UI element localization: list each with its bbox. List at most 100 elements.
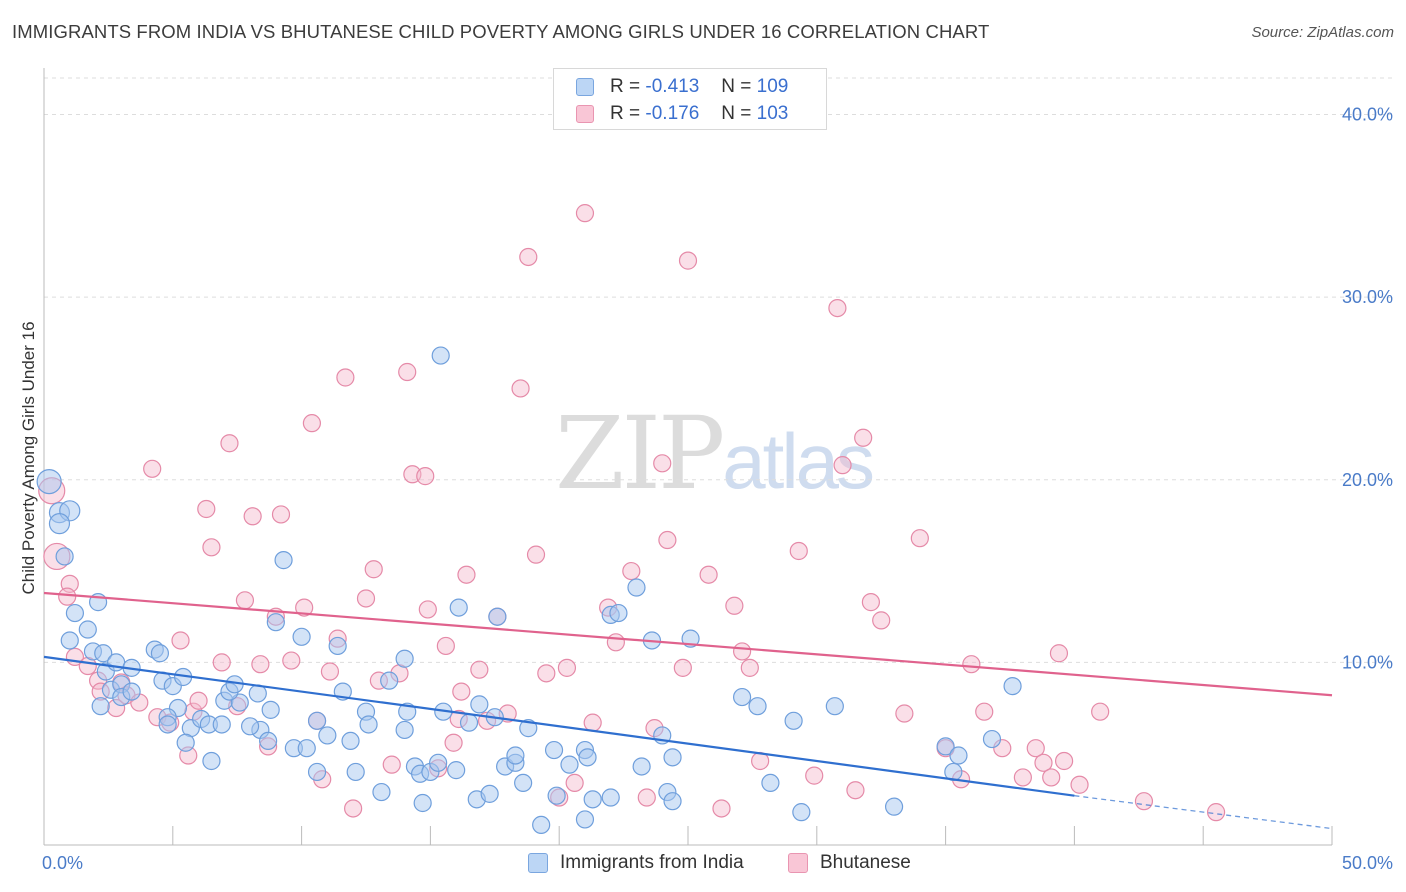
bhutanese-point (833, 456, 852, 475)
bhutanese-point (575, 204, 595, 223)
india-point (480, 784, 499, 803)
india-point (514, 773, 533, 793)
bhutanese-point (1070, 775, 1089, 794)
india-point (578, 748, 597, 767)
bhutanese-point (606, 633, 625, 652)
bhutanese-point (565, 773, 584, 793)
bhutanese-point (143, 459, 162, 478)
india-point (884, 797, 904, 816)
bhutanese-point (344, 799, 363, 818)
legend-row-bhutan: R = -0.176 N = 103 (554, 101, 788, 127)
india-point (601, 788, 620, 807)
india-point (532, 815, 551, 835)
bhutanese-point (197, 499, 216, 519)
tick-labels: 10.0% 20.0% 30.0% 40.0% 0.0% 50.0% (42, 105, 1393, 873)
india-point (307, 762, 327, 782)
india-point (91, 697, 110, 716)
bhutanese-point (895, 704, 914, 723)
india-point (431, 346, 450, 365)
india-point (65, 603, 85, 623)
bhutanese-point (452, 682, 471, 701)
india-point (158, 715, 177, 734)
india-point (470, 695, 489, 714)
india-point (328, 636, 347, 656)
india-point (274, 551, 293, 570)
bottom-legend-label-bhutan: Bhutanese (820, 852, 911, 873)
india-point (380, 671, 399, 690)
india-point (519, 719, 538, 738)
india-point (341, 731, 360, 751)
india-point (936, 737, 955, 756)
bhutanese-point (1049, 644, 1069, 663)
india-point (346, 762, 365, 782)
bhutanese-point (1091, 702, 1110, 721)
bhutanese-point (637, 788, 656, 807)
india-trend-extension (1074, 795, 1333, 830)
india-point (78, 620, 97, 639)
bhutanese-point (557, 658, 577, 677)
india-point (413, 793, 432, 813)
bottom-legend-label-india: Immigrants from India (560, 852, 744, 873)
bhutanese-point (699, 565, 718, 584)
bhutanese-point (740, 658, 759, 677)
india-point (297, 739, 316, 758)
bhutanese-point (382, 755, 401, 774)
bhutanese-point (583, 713, 602, 732)
india-point (429, 753, 448, 772)
india-point (259, 731, 278, 751)
bhutanese-point (320, 662, 340, 681)
bhutanese-point (470, 660, 489, 679)
bhutanese-point (171, 631, 190, 650)
x-tick-label-min: 0.0% (42, 853, 83, 873)
india-point (447, 761, 466, 780)
india-point (1003, 677, 1022, 696)
india-point (663, 792, 682, 811)
legend-n-value-india: 109 (756, 76, 789, 97)
bhutanese-point (356, 589, 376, 608)
india-point (395, 649, 414, 668)
bhutanese-point (302, 414, 322, 433)
grid-lines (44, 77, 1395, 663)
axes (43, 68, 1333, 846)
india-point (825, 697, 844, 716)
stats-legend: R = -0.413 N = 109 R = -0.176 N = 103 (553, 68, 827, 130)
india-point (627, 578, 646, 597)
bhutanese-point (962, 655, 981, 674)
india-point (202, 751, 221, 771)
bhutanese-point (416, 467, 435, 486)
bhutanese-point (243, 507, 262, 526)
bottom-legend-swatch-bhutan (788, 853, 808, 873)
india-point (761, 773, 780, 793)
bhutanese-point (1026, 739, 1045, 758)
bhutanese-point (1206, 803, 1226, 822)
bhutanese-point (444, 733, 463, 752)
india-point (792, 803, 811, 822)
india-point (748, 697, 767, 716)
series-bhutanese (38, 204, 1226, 822)
legend-r-value-india: -0.413 (645, 76, 700, 97)
india-point (784, 711, 803, 730)
india-point (292, 627, 311, 646)
india-point (488, 607, 507, 626)
india-point (318, 726, 337, 745)
india-point (583, 790, 602, 809)
bhutanese-point (1042, 768, 1061, 787)
bottom-legend-india: Immigrants from India (528, 852, 744, 874)
bhutanese-point (622, 561, 641, 581)
india-point (459, 713, 479, 732)
y-tick-label: 20.0% (1342, 470, 1393, 490)
india-point (261, 700, 280, 719)
bhutanese-point (872, 611, 891, 630)
bhutanese-point (282, 651, 301, 670)
bhutanese-point (805, 766, 824, 785)
bhutanese-point (678, 251, 698, 270)
bhutanese-point (58, 587, 77, 606)
bhutanese-point (212, 653, 231, 672)
bhutanese-point (1134, 792, 1154, 811)
india-trend-line (43, 655, 1075, 797)
india-point (240, 717, 260, 736)
bhutanese-point (526, 545, 546, 564)
india-point (560, 755, 579, 774)
bhutanese-point (364, 560, 383, 579)
bhutanese-point (537, 664, 556, 683)
